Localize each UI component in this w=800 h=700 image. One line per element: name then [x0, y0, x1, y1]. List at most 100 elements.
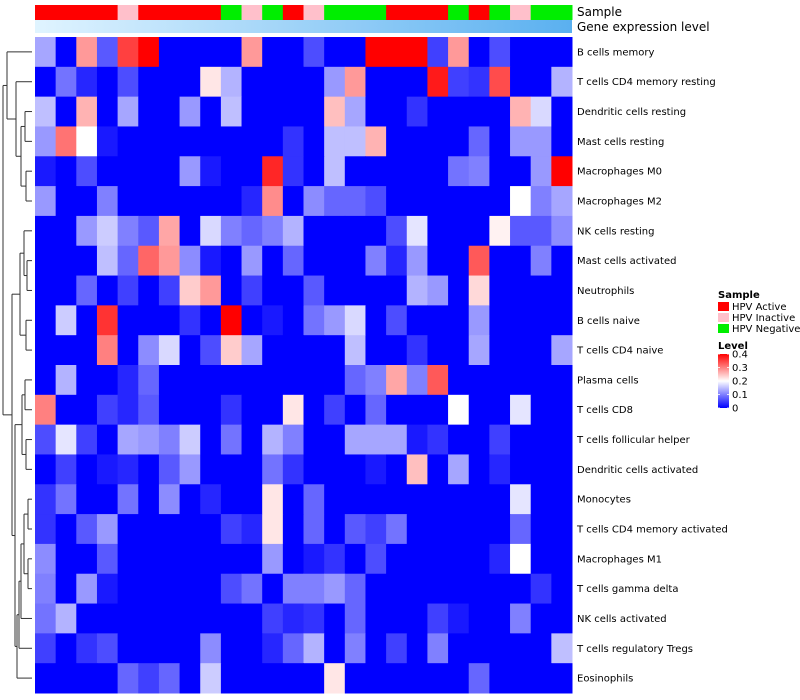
heatmap-cell [510, 633, 532, 664]
heatmap-cell [344, 126, 366, 157]
heatmap-cell [35, 66, 57, 98]
heatmap-cell [158, 156, 181, 187]
heatmap-cell [220, 186, 243, 217]
heatmap-cell [510, 573, 532, 605]
heatmap-cell [386, 126, 408, 157]
sample-cell [138, 5, 160, 20]
heatmap-cell [200, 245, 222, 277]
heatmap-cell [468, 275, 490, 306]
heatmap-cell [530, 365, 552, 396]
heatmap-cell [427, 573, 449, 605]
heatmap-cell [365, 484, 387, 515]
heatmap-cell [35, 186, 57, 217]
heatmap-cell [220, 573, 243, 605]
row-label: Eosinophils [577, 674, 633, 685]
sample-cell [324, 5, 346, 20]
heatmap-cell [489, 543, 511, 575]
heatmap-cell [241, 215, 263, 247]
heatmap-cell [303, 573, 325, 605]
heatmap-cell [241, 37, 263, 68]
heatmap-cell [489, 66, 511, 98]
legend-level-tick-label: 0 [732, 404, 738, 415]
heatmap-cell [241, 484, 263, 515]
heatmap-cell [158, 633, 181, 664]
heatmap-cell [262, 365, 284, 396]
row-label: T cells CD4 naive [576, 346, 663, 357]
heatmap-cell [510, 66, 532, 98]
heatmap-cell [138, 335, 160, 366]
heatmap-cell [158, 275, 181, 306]
heatmap-cell [241, 394, 263, 426]
heatmap-cell [76, 365, 98, 396]
heatmap-cell [179, 454, 201, 485]
heatmap-cell [96, 454, 119, 485]
heatmap-cell [386, 633, 408, 664]
heatmap-cell [530, 126, 552, 157]
heatmap-cell [489, 156, 511, 187]
heatmap-cell [427, 66, 449, 98]
heatmap-cell [96, 156, 119, 187]
heatmap-cell [551, 633, 573, 664]
heatmap-cell [76, 126, 98, 157]
sample-cell [365, 5, 387, 20]
heatmap-cell [200, 37, 222, 68]
heatmap-cell [510, 96, 532, 127]
heatmap-cell [448, 66, 470, 98]
heatmap-cell [406, 424, 428, 455]
heatmap-cell [179, 424, 201, 455]
heatmap-cell [489, 335, 511, 366]
heatmap-cell [489, 126, 511, 157]
heatmap-cell [303, 603, 325, 634]
heatmap-cell [324, 633, 346, 664]
heatmap-cell [35, 96, 57, 127]
heatmap-cell [55, 633, 77, 664]
heatmap-cell [365, 573, 387, 605]
heatmap-cell [241, 424, 263, 455]
legend-level-tick-label: 0.3 [732, 363, 748, 374]
heatmap-cell [96, 633, 119, 664]
heatmap-cell [386, 37, 408, 68]
heatmap-cell [489, 573, 511, 605]
heatmap-cell [448, 126, 470, 157]
heatmap-cell [530, 543, 552, 575]
heatmap-cell [427, 186, 449, 217]
heatmap-cell [468, 603, 490, 634]
heatmap-cell [406, 215, 428, 247]
heatmap-cell [117, 215, 139, 247]
heatmap-cell [427, 424, 449, 455]
heatmap-cell [530, 156, 552, 187]
heatmap-cell [303, 126, 325, 157]
heatmap-cell [220, 484, 243, 515]
heatmap-cell [262, 573, 284, 605]
heatmap-cell [365, 37, 387, 68]
heatmap-cell [551, 454, 573, 485]
heatmap-cell [282, 514, 304, 545]
heatmap-cell [35, 126, 57, 157]
heatmap-cell [262, 454, 284, 485]
sample-cell [200, 5, 222, 20]
heatmap-cell [282, 633, 304, 664]
heatmap-cell [551, 66, 573, 98]
heatmap-cell [324, 543, 346, 575]
heatmap-cell [158, 186, 181, 217]
heatmap-cell [551, 305, 573, 336]
heatmap-cell [55, 37, 77, 68]
heatmap-cell [406, 66, 428, 98]
heatmap-cell [489, 633, 511, 664]
heatmap-cell [324, 96, 346, 127]
heatmap-cell [76, 335, 98, 366]
heatmap-cell [241, 66, 263, 98]
sample-cell [117, 5, 139, 20]
heatmap-cell [468, 663, 490, 694]
heatmap-cell [530, 603, 552, 634]
heatmap-cell [220, 365, 243, 396]
heatmap-cell [220, 603, 243, 634]
heatmap-cell [220, 543, 243, 575]
heatmap-cell [96, 365, 119, 396]
heatmap-cell [96, 96, 119, 127]
heatmap-cell [220, 454, 243, 485]
heatmap-cell [220, 394, 243, 426]
heatmap-cell [179, 543, 201, 575]
heatmap-cell [551, 335, 573, 366]
heatmap-cell [220, 305, 243, 336]
